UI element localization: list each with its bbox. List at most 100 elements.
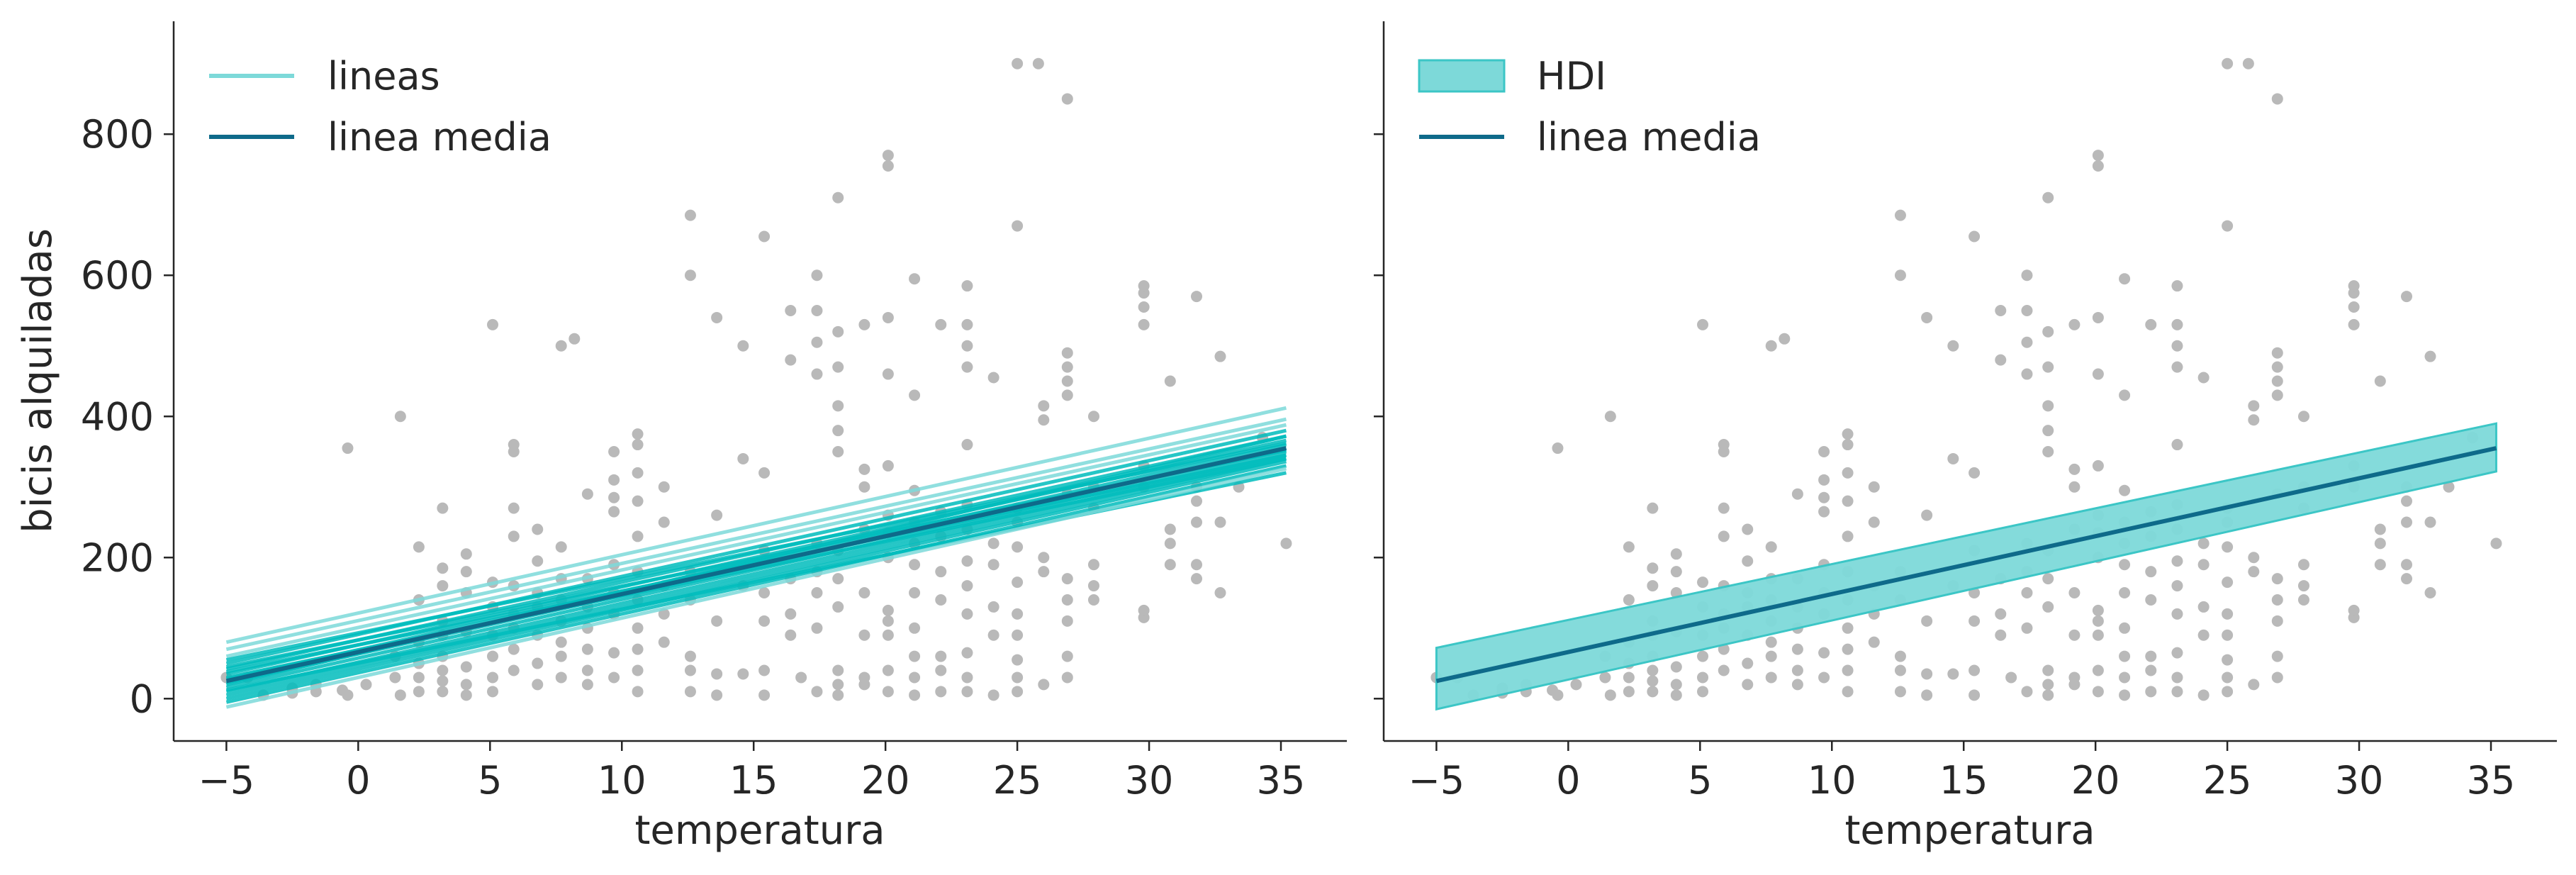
scatter-point [2042, 400, 2054, 412]
scatter-point [909, 622, 921, 634]
scatter-point [460, 679, 472, 691]
scatter-point [2271, 389, 2283, 401]
scatter-point [1604, 411, 1616, 423]
scatter-point [909, 559, 921, 571]
scatter-point [2021, 686, 2033, 698]
scatter-point [1138, 280, 1150, 292]
scatter-point [658, 481, 670, 493]
scatter-point [2271, 375, 2283, 387]
scatter-point [437, 675, 449, 687]
scatter-point [795, 671, 807, 684]
scatter-point [508, 502, 520, 514]
scatter-point [987, 629, 999, 641]
scatter-point [508, 439, 520, 451]
scatter-point [1647, 664, 1659, 676]
scatter-point [632, 439, 644, 451]
scatter-point [1087, 411, 1099, 423]
scatter-point [1670, 566, 1682, 578]
scatter-point [1718, 530, 1730, 542]
scatter-point [608, 506, 620, 518]
scatter-point [2197, 537, 2210, 550]
scatter-point [1038, 400, 1050, 412]
scatter-point [758, 664, 771, 676]
scatter-point [2119, 671, 2131, 684]
scatter-point [961, 647, 973, 659]
scatter-point [961, 555, 973, 567]
scatter-point [2443, 481, 2455, 493]
scatter-point [1697, 671, 1709, 684]
right-x-tick-label: 0 [1556, 758, 1580, 803]
scatter-point [737, 452, 749, 464]
scatter-point [1164, 375, 1176, 387]
right-x-tick-label: 25 [2203, 758, 2252, 803]
scatter-point [555, 541, 567, 553]
scatter-point [1894, 664, 1906, 676]
scatter-point [487, 318, 499, 330]
scatter-point [460, 548, 472, 560]
scatter-point [2021, 622, 2033, 634]
scatter-point [858, 318, 870, 330]
scatter-point [2042, 425, 2054, 437]
scatter-point [2042, 689, 2054, 701]
scatter-point [832, 191, 844, 204]
scatter-point [1842, 495, 1854, 507]
scatter-point [1765, 340, 1777, 352]
scatter-point [1995, 354, 2007, 366]
scatter-point [394, 689, 406, 701]
scatter-point [658, 636, 670, 648]
scatter-point [437, 502, 449, 514]
scatter-point [811, 686, 823, 698]
scatter-point [569, 333, 581, 345]
scatter-point [2119, 587, 2131, 599]
right-x-tick-label: 10 [1808, 758, 1857, 803]
sample-line [225, 423, 1287, 659]
scatter-point [2197, 601, 2210, 613]
scatter-point [1995, 608, 2007, 620]
scatter-point [2424, 587, 2436, 599]
scatter-point [811, 336, 823, 348]
scatter-point [1670, 689, 1682, 701]
scatter-point [1138, 604, 1150, 616]
scatter-point [2424, 350, 2436, 362]
scatter-point [1818, 671, 1830, 684]
scatter-point [1032, 57, 1044, 69]
scatter-point [1842, 530, 1854, 542]
scatter-point [2348, 604, 2360, 616]
scatter-point [1842, 467, 1854, 479]
scatter-point [2222, 686, 2234, 698]
scatter-point [2092, 311, 2104, 323]
scatter-point [1647, 580, 1659, 592]
scatter-point [882, 160, 894, 172]
scatter-point [2119, 689, 2131, 701]
scatter-point [758, 689, 771, 701]
scatter-point [2092, 615, 2104, 627]
scatter-point [2297, 580, 2309, 592]
scatter-point [1214, 350, 1226, 362]
scatter-point [1604, 689, 1616, 701]
scatter-point [2042, 601, 2054, 613]
scatter-point [2222, 57, 2234, 69]
scatter-point [785, 629, 797, 641]
scatter-point [1670, 661, 1682, 673]
scatter-point [2348, 318, 2360, 330]
scatter-point [711, 311, 723, 323]
scatter-point [1061, 93, 1073, 105]
scatter-point [2042, 191, 2054, 204]
scatter-point [1038, 566, 1050, 578]
scatter-point [1012, 220, 1024, 232]
right-x-tick-label: 15 [1939, 758, 1988, 803]
scatter-point [1969, 664, 1981, 676]
scatter-point [987, 601, 999, 613]
scatter-point [2171, 340, 2183, 352]
scatter-point [632, 530, 644, 542]
scatter-point [858, 481, 870, 493]
scatter-point [961, 608, 973, 620]
scatter-point [1214, 587, 1226, 599]
left-y-tick-label: 0 [130, 676, 154, 721]
scatter-point [658, 516, 670, 528]
scatter-point [2222, 541, 2234, 553]
scatter-point [2271, 93, 2283, 105]
scatter-point [2248, 552, 2260, 564]
scatter-point [2242, 57, 2254, 69]
left-y-axis-label: bicis alquiladas [15, 228, 61, 533]
